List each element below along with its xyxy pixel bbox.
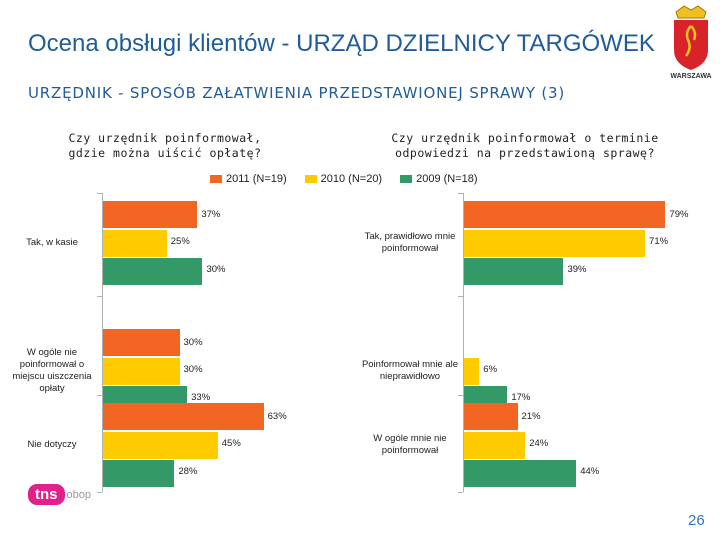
chart-2-bar-3-2009 [464, 460, 577, 487]
chart-1-category-2: W ogóle nie poinformował o miejscu uiszc… [12, 347, 92, 394]
chart-2-tick-3 [458, 492, 463, 493]
chart-2-tick-2 [458, 395, 463, 396]
chart-1-category-1: Tak, w kasie [26, 237, 78, 248]
legend-swatch-2011 [210, 175, 222, 183]
chart-1-value-2-2010: 30% [183, 363, 203, 375]
legend-label-2009: 2009 (N=18) [416, 173, 478, 185]
chart-1-bar-1-2009 [103, 258, 203, 285]
chart-2-bar-1-2011 [464, 201, 666, 228]
chart-2-bar-2-2010 [464, 357, 480, 385]
page-number: 26 [688, 512, 705, 529]
legend-item-2010: 2010 (N=20) [304, 173, 383, 185]
chart-1-bar-3-2011 [103, 403, 264, 430]
page-title: Ocena obsługi klientów - URZĄD DZIELNICY… [28, 30, 655, 57]
legend-swatch-2009 [400, 175, 413, 183]
chart-2-bar-3-2010 [464, 431, 526, 459]
chart-2-value-2-2009: 17% [511, 392, 531, 403]
chart-1-value-3-2009: 28% [178, 466, 198, 477]
chart-1-bar-1-2011 [103, 201, 198, 228]
chart-2-axis [463, 193, 464, 492]
legend-swatch-2010 [304, 175, 317, 183]
chart-2-bar-1-2009 [464, 258, 564, 285]
chart-2-value-1-2010: 71% [649, 235, 669, 247]
warszawa-crest-logo: WARSZAWA [670, 5, 712, 80]
chart-1-tick-1 [97, 296, 102, 297]
chart-1-bar-2-2011 [103, 329, 180, 356]
chart-1-bar-3-2010 [103, 431, 218, 459]
chart-1-category-3: Nie dotyczy [27, 439, 77, 450]
chart-1-value-1-2010: 25% [170, 235, 190, 247]
legend-item-2009: 2009 (N=18) [400, 173, 478, 185]
chart-1-value-1-2011: 37% [201, 209, 221, 220]
chart-2-category-1: Tak, prawidłowo mnie poinformował [364, 231, 456, 254]
tns-logo-mark: tns [28, 484, 65, 505]
chart-1-bar-2-2010 [103, 357, 180, 385]
tns-obop-logo: tns obop [28, 484, 91, 505]
chart-legend: 2011 (N=19) 2010 (N=20) 2009 (N=18) [210, 173, 478, 185]
chart-2-bar-3-2011 [464, 403, 518, 430]
chart-2-category-3: W ogóle mnie nie poinformował [373, 433, 447, 456]
chart-1-bar-1-2010 [103, 229, 167, 257]
chart-1-value-2-2009: 33% [191, 392, 211, 403]
chart-1-tick-2 [97, 395, 102, 396]
chart-1-title: Czy urzędnik poinformował, gdzie można u… [68, 131, 262, 160]
chart-2-value-1-2009: 39% [567, 264, 587, 275]
chart-1-value-2-2011: 30% [183, 337, 203, 348]
chart-2-bar-1-2010 [464, 229, 646, 257]
chart-2-tick-0 [458, 193, 463, 194]
obop-logo-text: obop [66, 488, 91, 501]
legend-item-2011: 2011 (N=19) [210, 173, 287, 185]
chart-1-value-3-2011: 63% [267, 411, 287, 422]
legend-label-2010: 2010 (N=20) [320, 173, 383, 185]
chart-1-tick-3 [97, 492, 102, 493]
chart-2-title: Czy urzędnik poinformował o terminie odp… [391, 131, 659, 160]
chart-2-value-1-2011: 79% [669, 209, 689, 220]
chart-2-category-2: Poinformował mnie ale nieprawidłowo [361, 359, 459, 382]
chart-1-value-1-2009: 30% [206, 264, 226, 275]
chart-1-value-3-2010: 45% [221, 437, 241, 449]
chart-2-value-3-2011: 21% [521, 411, 541, 422]
chart-2-tick-1 [458, 296, 463, 297]
page-subtitle: URZĘDNIK - SPOSÓB ZAŁATWIENIA PRZEDSTAWI… [28, 84, 566, 102]
chart-2-value-3-2010: 24% [529, 437, 549, 449]
chart-1-tick-0 [97, 193, 102, 194]
chart-2-value-3-2009: 44% [580, 466, 600, 477]
legend-label-2011: 2011 (N=19) [226, 173, 287, 185]
chart-1-axis [102, 193, 103, 492]
logo-city-label: WARSZAWA [670, 73, 711, 80]
chart-2-value-2-2010: 6% [483, 363, 498, 375]
chart-1-bar-3-2009 [103, 460, 175, 487]
